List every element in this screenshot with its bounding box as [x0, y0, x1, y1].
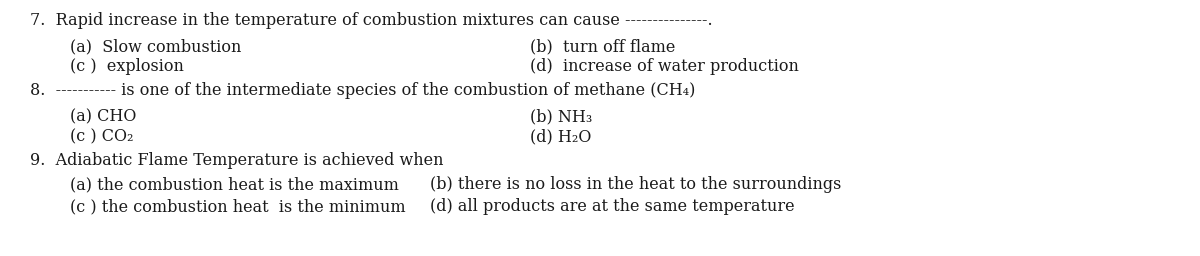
Text: 9.  Adiabatic Flame Temperature is achieved when: 9. Adiabatic Flame Temperature is achiev… [30, 152, 444, 169]
Text: (c ) CO₂: (c ) CO₂ [70, 128, 133, 145]
Text: 7.  Rapid increase in the temperature of combustion mixtures can cause ---------: 7. Rapid increase in the temperature of … [30, 12, 713, 29]
Text: (b) NH₃: (b) NH₃ [530, 108, 593, 125]
Text: (d) H₂O: (d) H₂O [530, 128, 592, 145]
Text: (b) there is no loss in the heat to the surroundings: (b) there is no loss in the heat to the … [430, 176, 841, 193]
Text: (a) the combustion heat is the maximum: (a) the combustion heat is the maximum [70, 176, 398, 193]
Text: (a) CHO: (a) CHO [70, 108, 137, 125]
Text: (b)  turn off flame: (b) turn off flame [530, 38, 676, 55]
Text: 8.  ----------- is one of the intermediate species of the combustion of methane : 8. ----------- is one of the intermediat… [30, 82, 695, 99]
Text: (a)  Slow combustion: (a) Slow combustion [70, 38, 241, 55]
Text: (d) all products are at the same temperature: (d) all products are at the same tempera… [430, 198, 794, 215]
Text: (c )  explosion: (c ) explosion [70, 58, 184, 75]
Text: (c ) the combustion heat  is the minimum: (c ) the combustion heat is the minimum [70, 198, 406, 215]
Text: (d)  increase of water production: (d) increase of water production [530, 58, 799, 75]
